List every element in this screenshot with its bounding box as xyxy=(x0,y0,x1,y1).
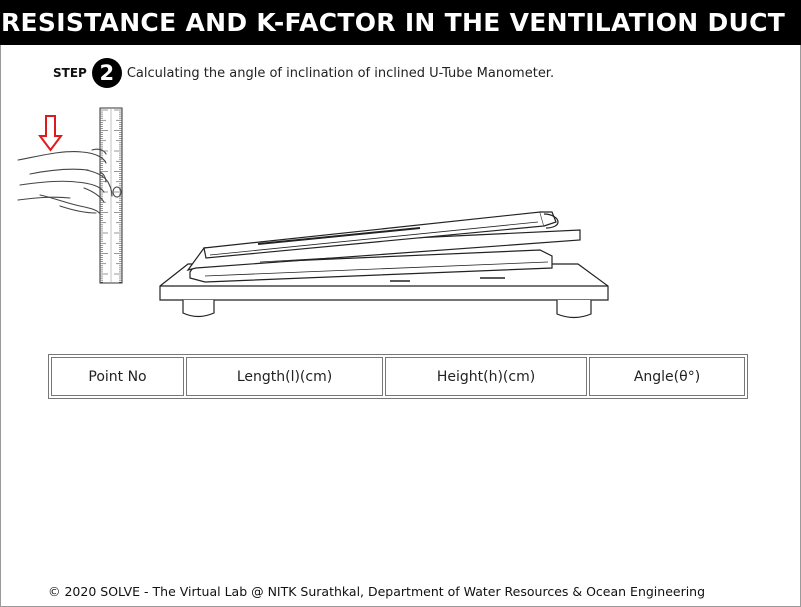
down-arrow-icon[interactable] xyxy=(38,115,63,152)
footer-copyright: © 2020 SOLVE - The Virtual Lab @ NITK Su… xyxy=(48,584,706,599)
step-header: STEP 2 Calculating the angle of inclinat… xyxy=(53,58,554,88)
inclined-manometer-stand[interactable] xyxy=(159,211,609,319)
title-bar: RESISTANCE AND K-FACTOR IN THE VENTILATI… xyxy=(0,0,801,45)
measuring-scale[interactable] xyxy=(99,107,123,284)
step-label: STEP xyxy=(53,66,87,80)
step-number-badge: 2 xyxy=(91,58,122,88)
header-height: Height(h)(cm) xyxy=(385,357,587,396)
table-header-row: Point No Length(l)(cm) Height(h)(cm) Ang… xyxy=(51,357,745,396)
hand-drawing xyxy=(17,148,122,215)
step-instruction: Calculating the angle of inclination of … xyxy=(126,65,555,81)
header-length: Length(l)(cm) xyxy=(186,357,383,396)
results-table: Point No Length(l)(cm) Height(h)(cm) Ang… xyxy=(48,354,748,399)
experiment-scene xyxy=(17,107,609,319)
header-point-no: Point No xyxy=(51,357,184,396)
header-angle: Angle(θ°) xyxy=(589,357,745,396)
page-title: RESISTANCE AND K-FACTOR IN THE VENTILATI… xyxy=(1,8,786,37)
